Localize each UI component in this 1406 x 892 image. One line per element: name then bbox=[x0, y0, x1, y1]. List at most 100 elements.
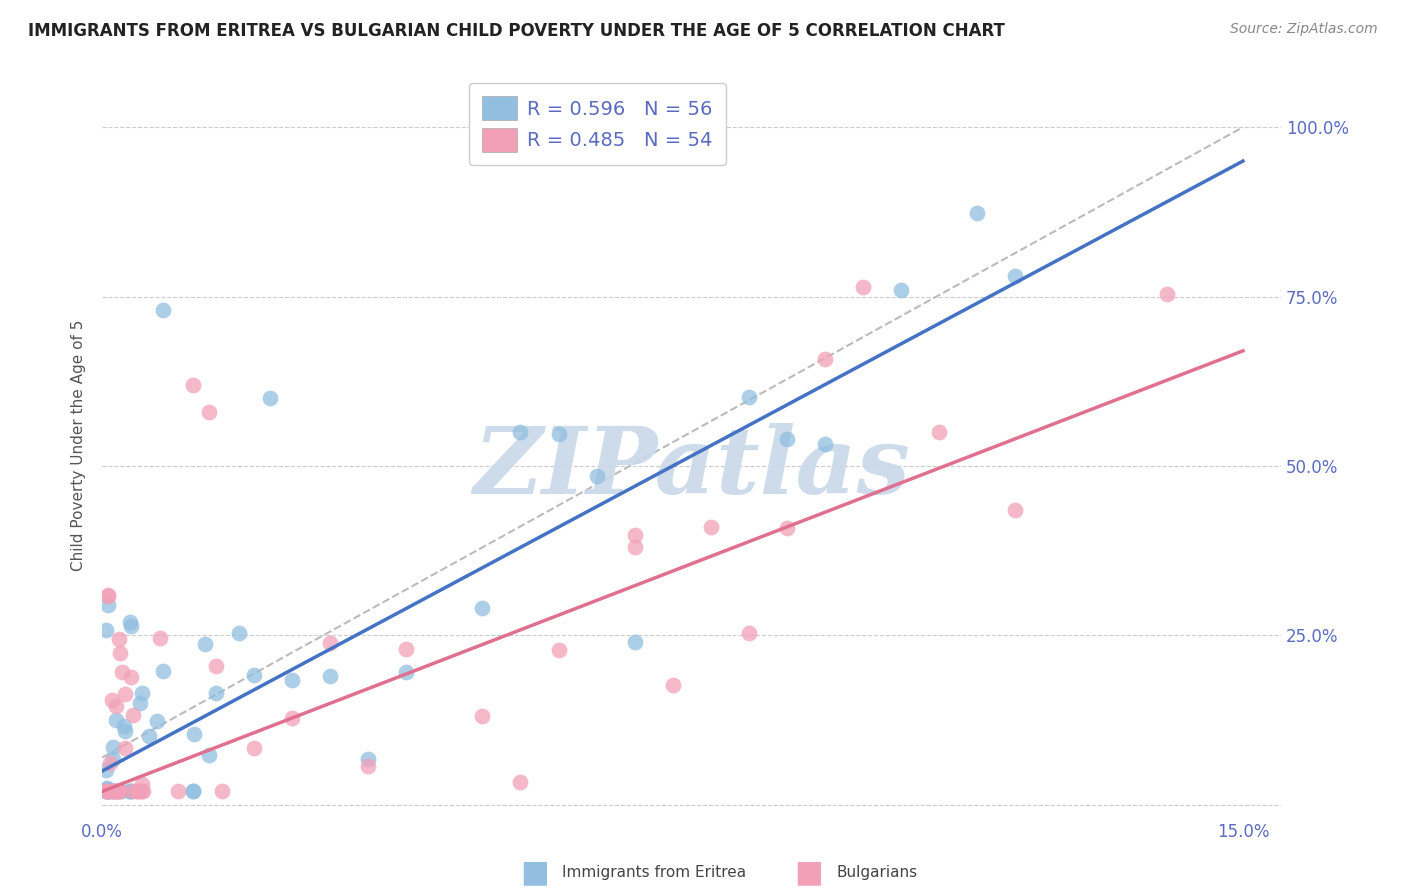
Point bbox=[775, 432, 797, 446]
Point bbox=[121, 707, 143, 722]
Point bbox=[197, 747, 219, 762]
Point bbox=[120, 619, 142, 633]
Point bbox=[94, 784, 117, 798]
Point bbox=[108, 632, 131, 647]
Point bbox=[152, 303, 174, 318]
Point bbox=[1004, 269, 1026, 284]
Point bbox=[152, 664, 174, 678]
Point bbox=[205, 658, 228, 673]
Point bbox=[121, 784, 143, 798]
Point bbox=[395, 642, 418, 657]
Point bbox=[101, 784, 124, 798]
Point bbox=[101, 692, 124, 706]
Point bbox=[395, 665, 418, 679]
Point bbox=[183, 784, 205, 798]
Point bbox=[623, 528, 645, 542]
Point bbox=[97, 784, 120, 798]
Point bbox=[197, 405, 219, 419]
Point bbox=[118, 615, 141, 629]
Point bbox=[205, 686, 228, 700]
Point bbox=[319, 635, 342, 649]
Point bbox=[97, 598, 120, 612]
Point bbox=[132, 784, 155, 798]
Point bbox=[111, 665, 134, 680]
Point bbox=[319, 668, 342, 682]
Point bbox=[194, 637, 217, 651]
Point bbox=[97, 588, 120, 602]
Point bbox=[105, 784, 128, 798]
Point bbox=[98, 784, 121, 798]
Point bbox=[118, 784, 141, 798]
Point bbox=[281, 711, 304, 725]
Point bbox=[97, 784, 120, 798]
Point bbox=[471, 601, 494, 615]
Point bbox=[737, 390, 759, 404]
Point bbox=[814, 437, 837, 451]
Point bbox=[183, 377, 205, 392]
Legend: R = 0.596   N = 56, R = 0.485   N = 54: R = 0.596 N = 56, R = 0.485 N = 54 bbox=[468, 83, 725, 165]
Point bbox=[890, 283, 912, 297]
Point bbox=[585, 469, 607, 483]
Point bbox=[108, 784, 131, 798]
Point bbox=[149, 631, 172, 645]
Point bbox=[120, 784, 142, 798]
Point bbox=[131, 685, 153, 699]
Point bbox=[114, 741, 136, 756]
Point bbox=[623, 634, 645, 648]
Point bbox=[1156, 287, 1178, 301]
Point bbox=[96, 781, 118, 796]
Point bbox=[94, 784, 117, 798]
Point bbox=[547, 642, 569, 657]
Point bbox=[105, 784, 128, 798]
Point bbox=[104, 784, 127, 798]
Point bbox=[737, 626, 759, 640]
Point bbox=[145, 714, 167, 728]
Point bbox=[103, 739, 125, 754]
Text: Immigrants from Eritrea: Immigrants from Eritrea bbox=[562, 865, 747, 880]
Point bbox=[1004, 502, 1026, 516]
Point bbox=[281, 673, 304, 687]
Point bbox=[120, 670, 142, 684]
Point bbox=[127, 784, 149, 798]
Point bbox=[131, 784, 153, 798]
Text: ■: ■ bbox=[794, 858, 823, 887]
Point bbox=[108, 646, 131, 660]
Point bbox=[96, 781, 118, 796]
Point bbox=[107, 784, 129, 798]
Point bbox=[966, 205, 988, 219]
Point bbox=[852, 280, 875, 294]
Point bbox=[103, 784, 125, 798]
Point bbox=[928, 425, 950, 440]
Point bbox=[775, 521, 797, 535]
Point bbox=[259, 392, 281, 406]
Point bbox=[509, 425, 531, 439]
Text: Bulgarians: Bulgarians bbox=[837, 865, 918, 880]
Point bbox=[167, 784, 190, 798]
Text: ZIPatlas: ZIPatlas bbox=[472, 423, 910, 513]
Point bbox=[98, 784, 121, 798]
Point bbox=[108, 784, 131, 798]
Point bbox=[243, 667, 266, 681]
Point bbox=[699, 520, 721, 534]
Point bbox=[105, 713, 128, 727]
Point bbox=[120, 784, 142, 798]
Point bbox=[357, 759, 380, 773]
Point bbox=[243, 741, 266, 756]
Point bbox=[183, 727, 205, 741]
Point bbox=[509, 775, 531, 789]
Point bbox=[101, 784, 124, 798]
Point bbox=[129, 784, 152, 798]
Point bbox=[108, 784, 131, 798]
Point bbox=[128, 696, 150, 710]
Y-axis label: Child Poverty Under the Age of 5: Child Poverty Under the Age of 5 bbox=[72, 320, 86, 572]
Point bbox=[110, 784, 132, 798]
Point bbox=[661, 678, 683, 692]
Text: Source: ZipAtlas.com: Source: ZipAtlas.com bbox=[1230, 22, 1378, 37]
Point bbox=[131, 777, 153, 791]
Point bbox=[104, 699, 127, 714]
Point bbox=[471, 708, 494, 723]
Point bbox=[101, 752, 124, 766]
Point bbox=[623, 541, 645, 555]
Point bbox=[114, 724, 136, 739]
Point bbox=[98, 784, 121, 798]
